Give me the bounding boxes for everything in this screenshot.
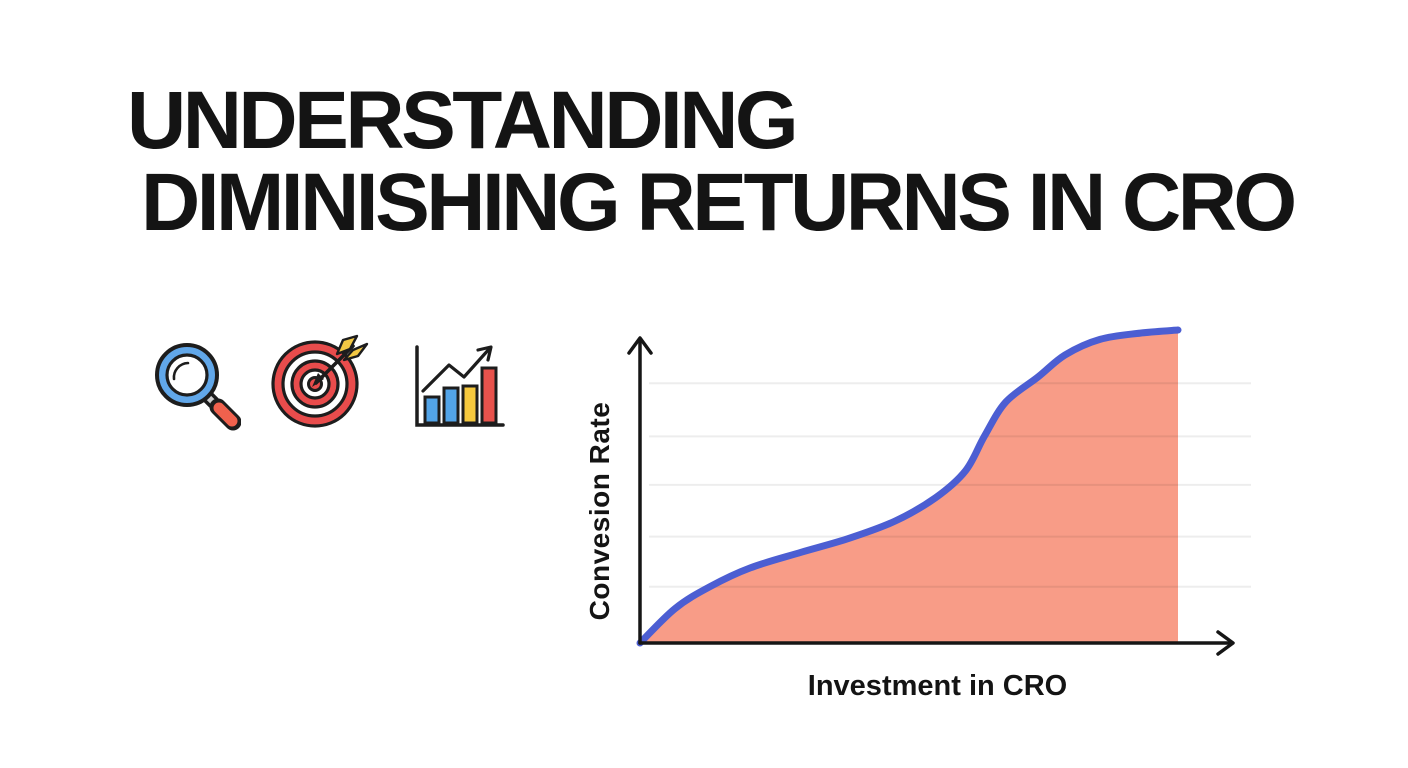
bar-chart-bar-3 — [461, 384, 479, 425]
target-fletching-upper — [335, 334, 359, 356]
bar-chart-bar-1 — [423, 395, 441, 425]
cro-chart-figure: Convesion Rate Investment in CRO — [575, 320, 1270, 720]
x-axis-arrowhead — [1216, 630, 1235, 656]
target-arrow-shaft — [314, 344, 355, 385]
bar-chart-trend-line — [421, 346, 492, 393]
magnifier-icon — [155, 343, 241, 431]
title-block: UNDERSTANDING DIMINISHING RETURNS IN CRO — [127, 75, 1297, 248]
bar-chart-icon — [415, 345, 505, 427]
icon-row — [145, 334, 507, 436]
bar-chart-trend-arrowhead — [476, 345, 493, 362]
bar-chart-bar-2 — [442, 386, 460, 425]
magnifier-lens-glass — [165, 353, 209, 397]
target-fletching-lower — [342, 342, 369, 362]
target-arrowhead — [312, 373, 324, 387]
target-icon — [271, 334, 369, 428]
magnifier-handle — [213, 402, 238, 427]
diminishing-returns-chart — [627, 326, 1251, 656]
title-line-1: UNDERSTANDING — [127, 75, 799, 166]
y-axis-arrowhead — [627, 336, 653, 355]
bar-chart-bar-4 — [480, 366, 498, 425]
x-axis-label: Investment in CRO — [807, 670, 1068, 702]
bar-chart-axes — [415, 345, 505, 427]
conversion-curve — [636, 326, 1182, 647]
magnifier-lens-highlight — [172, 361, 190, 381]
area-fill — [640, 330, 1178, 643]
title-line-2: DIMINISHING RETURNS IN CRO — [141, 157, 1297, 248]
